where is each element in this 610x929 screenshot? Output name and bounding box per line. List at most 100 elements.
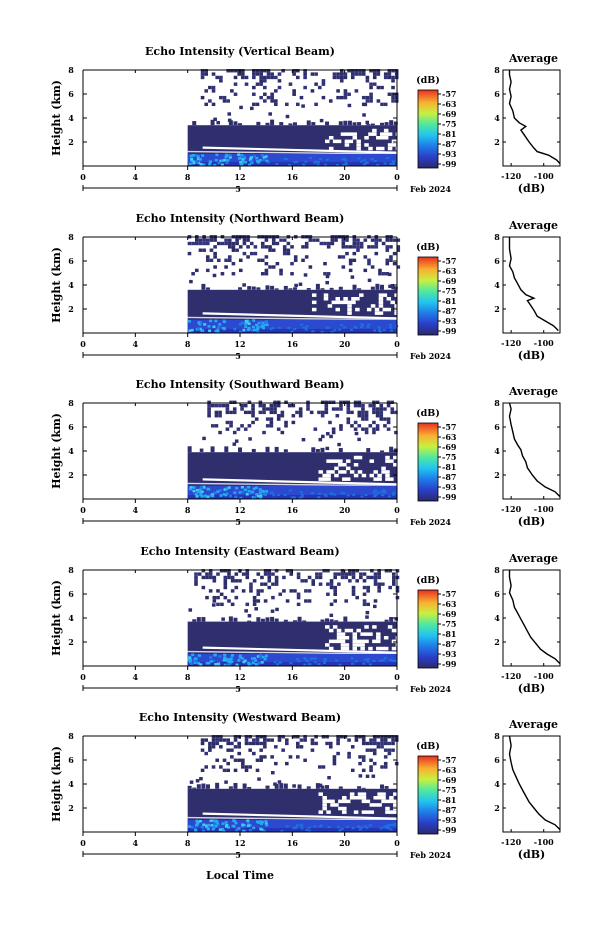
average-title: Average bbox=[508, 219, 558, 232]
gap-cell bbox=[336, 628, 342, 633]
echo-cell bbox=[347, 738, 351, 742]
echo-cell bbox=[219, 75, 223, 80]
gap-cell bbox=[393, 799, 398, 804]
gap-cell bbox=[322, 799, 327, 804]
heatmap-cells bbox=[187, 735, 399, 833]
echo-cell bbox=[272, 494, 276, 497]
gap-cell bbox=[328, 146, 334, 151]
echo-cell bbox=[251, 407, 255, 411]
echo-cell bbox=[251, 490, 255, 494]
echo-cell bbox=[222, 99, 227, 103]
echo-cell bbox=[381, 272, 386, 276]
echo-cell bbox=[243, 427, 248, 431]
echo-cell bbox=[329, 585, 334, 590]
echo-cell bbox=[319, 824, 323, 827]
colorbar-tick-label: -63 bbox=[442, 432, 457, 442]
gap-cell bbox=[345, 459, 351, 463]
echo-cell bbox=[339, 95, 344, 100]
echo-cell bbox=[241, 72, 245, 76]
echo-cell bbox=[249, 241, 254, 246]
echo-cell bbox=[229, 400, 233, 404]
echo-cell bbox=[377, 575, 381, 580]
echo-cell bbox=[209, 319, 213, 323]
echo-cell bbox=[389, 658, 393, 661]
echo-cell bbox=[213, 491, 217, 495]
echo-cell bbox=[356, 248, 360, 252]
white-gap-line bbox=[187, 316, 398, 321]
echo-cell bbox=[224, 156, 228, 160]
echo-cell bbox=[256, 287, 261, 290]
echo-cell bbox=[291, 403, 296, 408]
gap-cell bbox=[379, 136, 385, 140]
gap-cell bbox=[377, 792, 382, 796]
echo-cell bbox=[264, 255, 269, 259]
echo-cell bbox=[304, 241, 309, 246]
average-x-tick-label: -120 bbox=[501, 504, 521, 514]
echo-cell bbox=[321, 434, 325, 439]
echo-cell bbox=[326, 272, 331, 276]
echo-cell bbox=[384, 825, 388, 828]
day-label: 5 bbox=[235, 351, 241, 361]
average-y-tick-label: 6 bbox=[494, 256, 500, 266]
echo-cell bbox=[314, 72, 318, 76]
panel-title: Echo Intensity (Eastward Beam) bbox=[140, 545, 339, 558]
echo-cell bbox=[271, 771, 275, 775]
echo-cell bbox=[361, 755, 366, 759]
gap-cell bbox=[311, 307, 317, 312]
echo-cell bbox=[325, 274, 330, 279]
echo-cell bbox=[264, 261, 269, 266]
gap-cell bbox=[391, 628, 397, 633]
average-x-tick-label: -100 bbox=[534, 171, 554, 181]
echo-cell bbox=[362, 602, 367, 607]
gap-cell bbox=[379, 646, 385, 651]
gap-cell bbox=[352, 632, 358, 636]
echo-cell bbox=[252, 599, 257, 603]
echo-cell bbox=[296, 595, 301, 600]
echo-cell bbox=[316, 163, 320, 166]
echo-cell bbox=[385, 245, 390, 249]
echo-cell bbox=[225, 420, 230, 425]
echo-cell bbox=[361, 72, 366, 76]
echo-cell bbox=[220, 163, 224, 167]
colorbar-tick-label: -99 bbox=[442, 825, 457, 835]
echo-cell bbox=[234, 439, 239, 443]
gap-cell bbox=[391, 143, 397, 147]
gap-cell bbox=[377, 803, 382, 807]
echo-cell bbox=[238, 447, 243, 453]
echo-cell bbox=[290, 330, 294, 333]
echo-cell bbox=[215, 735, 220, 739]
echo-cell bbox=[259, 755, 263, 759]
echo-cell bbox=[265, 785, 270, 789]
echo-cell bbox=[268, 248, 272, 252]
echo-cell bbox=[228, 153, 232, 157]
echo-cell bbox=[256, 617, 261, 622]
gap-cell bbox=[376, 639, 381, 644]
echo-cell bbox=[372, 407, 376, 411]
gap-cell bbox=[353, 810, 359, 814]
gap-cell bbox=[390, 300, 395, 305]
echo-cell bbox=[321, 765, 326, 769]
y-tick-label: 2 bbox=[68, 137, 74, 147]
echo-cell bbox=[235, 241, 239, 246]
echo-cell bbox=[336, 89, 340, 93]
echo-cell bbox=[232, 407, 237, 411]
echo-cell bbox=[377, 582, 381, 586]
echo-cell bbox=[245, 575, 250, 580]
echo-cell bbox=[224, 238, 228, 242]
y-tick-label: 8 bbox=[68, 565, 74, 575]
echo-cell bbox=[233, 69, 238, 73]
echo-cell bbox=[387, 72, 392, 76]
echo-cell bbox=[372, 735, 377, 739]
echo-cell bbox=[335, 407, 340, 411]
echo-cell bbox=[256, 655, 260, 658]
echo-cell bbox=[323, 272, 327, 276]
echo-cell bbox=[248, 748, 252, 752]
echo-cell bbox=[313, 161, 317, 164]
echo-cell bbox=[375, 400, 380, 404]
echo-cell bbox=[380, 735, 384, 739]
echo-cell bbox=[379, 414, 384, 418]
echo-cell bbox=[252, 75, 256, 80]
echo-cell bbox=[390, 283, 395, 288]
echo-cell bbox=[219, 95, 223, 100]
echo-cell bbox=[198, 819, 202, 823]
